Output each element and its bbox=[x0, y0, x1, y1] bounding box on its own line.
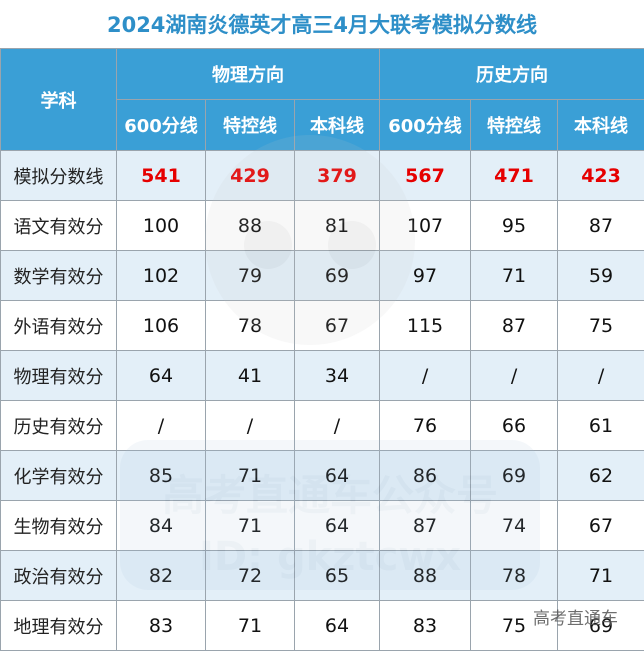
table-cell: / bbox=[205, 400, 295, 451]
table-cell: 71 bbox=[470, 250, 559, 301]
table-cell: 64 bbox=[293, 500, 381, 551]
table-cell: 75 bbox=[470, 600, 559, 651]
table-row: 语文有效分 100 88 81 107 95 87 bbox=[0, 200, 644, 251]
header-col: 特控线 bbox=[470, 99, 559, 151]
corner-watermark: 高考直通车 bbox=[533, 609, 618, 629]
table-cell: 88 bbox=[379, 550, 472, 601]
table-cell: 82 bbox=[116, 550, 206, 601]
table-cell: 106 bbox=[116, 300, 206, 351]
row-label: 模拟分数线 bbox=[0, 150, 117, 201]
table-cell: 72 bbox=[205, 550, 295, 601]
table-cell: 69 bbox=[470, 450, 559, 501]
score-cell: 541 bbox=[116, 150, 206, 201]
header-history-group: 历史方向 bbox=[379, 48, 644, 100]
table-cell: 83 bbox=[379, 600, 472, 651]
table-row: 化学有效分 85 71 64 86 69 62 bbox=[0, 450, 644, 501]
table-cell: / bbox=[557, 350, 644, 401]
score-cell: 429 bbox=[205, 150, 295, 201]
score-cell: 567 bbox=[379, 150, 472, 201]
header-col: 600分线 bbox=[379, 99, 472, 151]
table-cell: 76 bbox=[379, 400, 472, 451]
table-cell: / bbox=[379, 350, 472, 401]
row-label: 历史有效分 bbox=[0, 400, 117, 451]
table-row: 政治有效分 82 72 65 88 78 71 bbox=[0, 550, 644, 601]
table-cell: 71 bbox=[205, 500, 295, 551]
table-row: 外语有效分 106 78 67 115 87 75 bbox=[0, 300, 644, 351]
table-cell: 87 bbox=[470, 300, 559, 351]
table-cell: 41 bbox=[205, 350, 295, 401]
table-row: 物理有效分 64 41 34 / / / bbox=[0, 350, 644, 401]
table-cell: 78 bbox=[470, 550, 559, 601]
table-cell: 64 bbox=[116, 350, 206, 401]
table-cell: 84 bbox=[116, 500, 206, 551]
table-cell: 85 bbox=[116, 450, 206, 501]
header-col: 600分线 bbox=[116, 99, 206, 151]
table-cell: 64 bbox=[293, 600, 381, 651]
table-cell: 34 bbox=[293, 350, 381, 401]
table-cell: 87 bbox=[379, 500, 472, 551]
table-cell: 69 bbox=[557, 600, 644, 651]
table-cell: 67 bbox=[557, 500, 644, 551]
header-physics-group: 物理方向 bbox=[115, 48, 381, 100]
table-cell: / bbox=[293, 400, 381, 451]
table-cell: 69 bbox=[293, 250, 381, 301]
table-cell: 61 bbox=[557, 400, 644, 451]
table-row: 历史有效分 / / / 76 66 61 bbox=[0, 400, 644, 451]
table-cell: 88 bbox=[205, 200, 295, 251]
row-label: 语文有效分 bbox=[0, 200, 117, 251]
row-label: 外语有效分 bbox=[0, 300, 117, 351]
table-cell: 100 bbox=[116, 200, 206, 251]
score-cell: 423 bbox=[557, 150, 644, 201]
table-cell: 66 bbox=[470, 400, 559, 451]
table-row: 生物有效分 84 71 64 87 74 67 bbox=[0, 500, 644, 551]
table-cell: 83 bbox=[116, 600, 206, 651]
header-col: 本科线 bbox=[557, 99, 644, 151]
table-cell: 115 bbox=[379, 300, 472, 351]
page-title: 2024湖南炎德英才高三4月大联考模拟分数线 bbox=[0, 0, 644, 48]
table-cell: 107 bbox=[379, 200, 472, 251]
table-cell: 62 bbox=[557, 450, 644, 501]
row-label: 生物有效分 bbox=[0, 500, 117, 551]
score-row: 模拟分数线 541 429 379 567 471 423 bbox=[0, 150, 644, 201]
row-label: 数学有效分 bbox=[0, 250, 117, 301]
table-cell: 87 bbox=[557, 200, 644, 251]
table-cell: 71 bbox=[205, 450, 295, 501]
table-cell: 86 bbox=[379, 450, 472, 501]
table-cell: 59 bbox=[557, 250, 644, 301]
row-label: 物理有效分 bbox=[0, 350, 117, 401]
row-label: 化学有效分 bbox=[0, 450, 117, 501]
header-col: 特控线 bbox=[205, 99, 295, 151]
table-row: 地理有效分 83 71 64 83 75 69 bbox=[0, 600, 644, 651]
table-cell: 71 bbox=[557, 550, 644, 601]
header-group-row: 学科 物理方向 历史方向 bbox=[0, 48, 644, 151]
table-cell: / bbox=[116, 400, 206, 451]
table-cell: 95 bbox=[470, 200, 559, 251]
row-label: 地理有效分 bbox=[0, 600, 117, 651]
header-column-row: 600分线 特控线 本科线 600分线 特控线 本科线 bbox=[1, 99, 644, 151]
score-cell: 471 bbox=[470, 150, 559, 201]
header-subject: 学科 bbox=[0, 48, 117, 151]
table-cell: 67 bbox=[293, 300, 381, 351]
table-cell: 74 bbox=[470, 500, 559, 551]
table-cell: 75 bbox=[557, 300, 644, 351]
table-row: 数学有效分 102 79 69 97 71 59 bbox=[0, 250, 644, 301]
table-cell: 102 bbox=[116, 250, 206, 301]
table-cell: 79 bbox=[205, 250, 295, 301]
table-cell: 97 bbox=[379, 250, 472, 301]
table-cell: 81 bbox=[293, 200, 381, 251]
score-table: 学科 物理方向 历史方向 600分线 特控线 本科线 600分线 特控线 本科线… bbox=[0, 48, 644, 651]
table-cell: 64 bbox=[293, 450, 381, 501]
table-cell: / bbox=[470, 350, 559, 401]
header-col: 本科线 bbox=[293, 99, 381, 151]
table-cell: 65 bbox=[293, 550, 381, 601]
table-cell: 78 bbox=[205, 300, 295, 351]
table-cell: 71 bbox=[205, 600, 295, 651]
row-label: 政治有效分 bbox=[0, 550, 117, 601]
score-cell: 379 bbox=[293, 150, 381, 201]
